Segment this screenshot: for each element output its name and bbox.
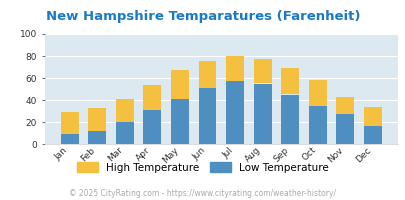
Bar (61, 112, 79, 134)
Bar (143, 85, 161, 110)
Bar (281, 94, 298, 144)
Bar (281, 68, 298, 94)
Bar (171, 70, 188, 99)
Bar (198, 62, 216, 88)
Bar (198, 88, 216, 144)
Bar (143, 110, 161, 144)
Bar (363, 126, 381, 144)
Bar (115, 122, 133, 144)
Bar (253, 83, 271, 144)
Legend: High Temperature, Low Temperature: High Temperature, Low Temperature (73, 158, 332, 177)
Text: New Hampshire Temparatures (Farenheit): New Hampshire Temparatures (Farenheit) (46, 10, 359, 23)
Bar (61, 134, 79, 144)
Bar (171, 99, 188, 144)
Bar (335, 97, 354, 114)
Bar (88, 131, 106, 144)
Bar (88, 108, 106, 131)
Bar (335, 114, 354, 144)
Bar (115, 99, 133, 122)
Bar (253, 59, 271, 83)
Bar (226, 81, 243, 144)
Bar (308, 80, 326, 106)
Text: © 2025 CityRating.com - https://www.cityrating.com/weather-history/: © 2025 CityRating.com - https://www.city… (69, 189, 336, 198)
Bar (226, 56, 243, 81)
Bar (363, 107, 381, 126)
Bar (308, 106, 326, 144)
